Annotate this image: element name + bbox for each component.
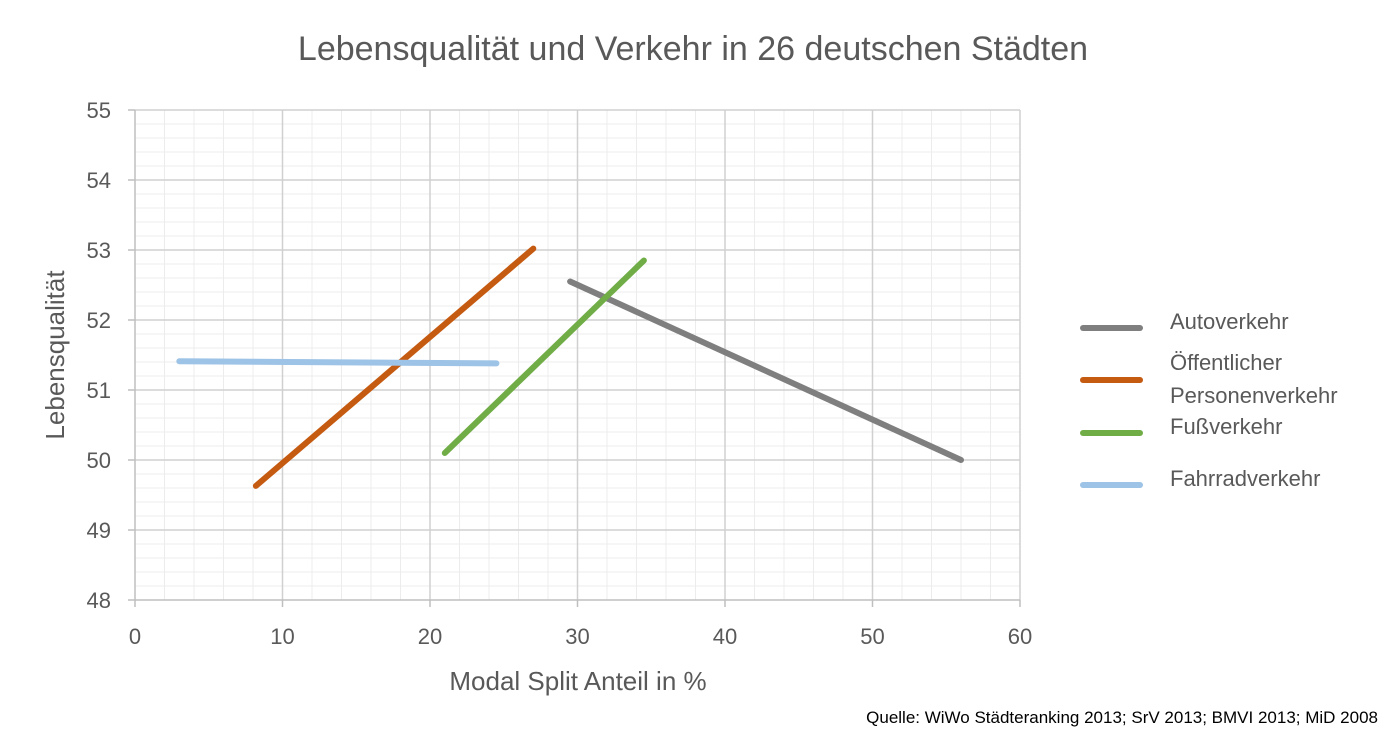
x-tick-labels: 0 10 20 30 40 50 60 [129, 624, 1032, 649]
x-axis-label: Modal Split Anteil in % [449, 666, 706, 696]
legend-label: Fahrradverkehr [1170, 466, 1320, 491]
y-axis-label: Lebensqualität [40, 270, 70, 440]
series-line [567, 278, 964, 463]
series-line [176, 358, 500, 367]
source-note: Quelle: WiWo Städteranking 2013; SrV 201… [866, 708, 1378, 727]
series-lines [176, 245, 964, 489]
legend-label: Fußverkehr [1170, 414, 1282, 439]
x-tick-label: 20 [418, 624, 442, 649]
y-tick-label: 52 [87, 308, 111, 333]
legend-label: Öffentlicher Personenverkehr [1170, 350, 1338, 408]
series-line [441, 257, 647, 456]
y-tick-label: 54 [87, 168, 111, 193]
axes [128, 109, 1021, 607]
major-gridlines [135, 109, 1021, 600]
series-line [252, 245, 537, 489]
x-tick-label: 50 [860, 624, 884, 649]
chart-title: Lebensqualität und Verkehr in 26 deutsch… [298, 30, 1088, 68]
x-tick-label: 0 [129, 624, 141, 649]
y-tick-label: 48 [87, 588, 111, 613]
y-tick-label: 53 [87, 238, 111, 263]
y-tick-label: 50 [87, 448, 111, 473]
y-tick-label: 49 [87, 518, 111, 543]
y-tick-label: 55 [87, 98, 111, 123]
x-tick-label: 10 [270, 624, 294, 649]
legend-label: Autoverkehr [1170, 309, 1289, 334]
x-tick-label: 30 [565, 624, 589, 649]
y-tick-labels: 48 49 50 51 52 53 54 55 [87, 98, 111, 613]
x-tick-label: 60 [1008, 624, 1032, 649]
legend: Autoverkehr Öffentlicher Personenverkehr Fu… [1080, 309, 1338, 491]
x-tick-label: 40 [713, 624, 737, 649]
y-tick-label: 51 [87, 378, 111, 403]
